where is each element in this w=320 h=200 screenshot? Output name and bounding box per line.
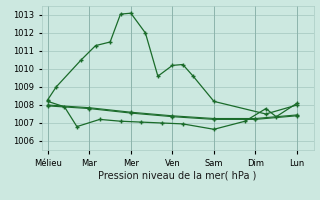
X-axis label: Pression niveau de la mer( hPa ): Pression niveau de la mer( hPa ) xyxy=(99,171,257,181)
